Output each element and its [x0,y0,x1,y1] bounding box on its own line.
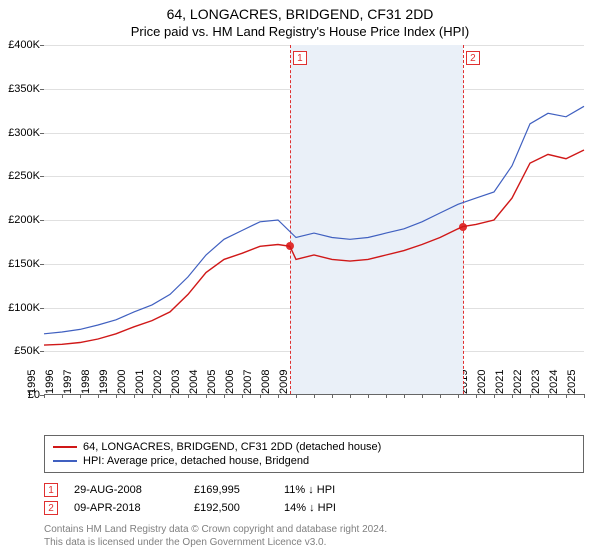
footer-line: This data is licensed under the Open Gov… [44,536,584,549]
sale-marker: 2 [44,501,58,515]
xtick-mark [584,394,585,398]
ytick-label: £300K [0,127,40,139]
sale-marker-number: 1 [48,485,54,496]
ytick-label: £100K [0,302,40,314]
sales-table: 1 29-AUG-2008 £169,995 11% ↓ HPI 2 09-AP… [44,481,584,517]
chart-title: 64, LONGACRES, BRIDGEND, CF31 2DD [0,0,600,22]
sale-diff: 11% ↓ HPI [284,484,335,496]
legend-label: HPI: Average price, detached house, Brid… [83,455,309,467]
xtick-label: 1995 [26,370,38,394]
footer-line: Contains HM Land Registry data © Crown c… [44,523,584,536]
legend-swatch [53,446,77,448]
sale-diff: 14% ↓ HPI [284,502,336,514]
ytick-label: £150K [0,258,40,270]
sale-marker: 1 [44,483,58,497]
sale-date: 09-APR-2018 [74,502,194,514]
chart-lines [44,45,584,395]
sale-price: £169,995 [194,484,284,496]
legend-item: HPI: Average price, detached house, Brid… [53,454,575,468]
chart-container: 64, LONGACRES, BRIDGEND, CF31 2DD Price … [0,0,600,560]
sale-date: 29-AUG-2008 [74,484,194,496]
sale-marker-number: 2 [48,503,54,514]
chart-legend: 64, LONGACRES, BRIDGEND, CF31 2DD (detac… [44,435,584,473]
legend-swatch [53,460,77,462]
sale-row: 1 29-AUG-2008 £169,995 11% ↓ HPI [44,481,584,499]
legend-item: 64, LONGACRES, BRIDGEND, CF31 2DD (detac… [53,440,575,454]
footer-attribution: Contains HM Land Registry data © Crown c… [44,523,584,549]
ytick-label: £200K [0,214,40,226]
chart-subtitle: Price paid vs. HM Land Registry's House … [0,22,600,45]
ytick-label: £250K [0,170,40,182]
chart-plot-area: £0£50K£100K£150K£200K£250K£300K£350K£400… [44,45,584,395]
sale-price: £192,500 [194,502,284,514]
sale-row: 2 09-APR-2018 £192,500 14% ↓ HPI [44,499,584,517]
ytick-label: £50K [0,345,40,357]
ytick-label: £350K [0,83,40,95]
ytick-label: £400K [0,39,40,51]
series-line [44,106,584,333]
legend-label: 64, LONGACRES, BRIDGEND, CF31 2DD (detac… [83,441,381,453]
